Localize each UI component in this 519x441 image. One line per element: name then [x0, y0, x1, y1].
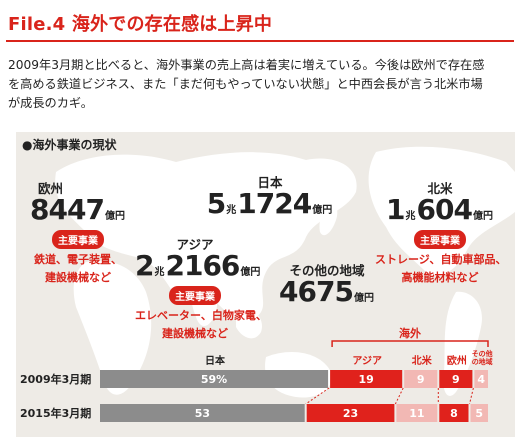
- business-line: エレベーター、白物家電、: [135, 309, 267, 322]
- series-label-0: 日本: [205, 354, 226, 367]
- region-europe: 欧州 8447億円 主要事業 鉄道、電子装置、 建設機械など: [24, 182, 132, 285]
- series-label-other: の地域: [472, 357, 493, 366]
- region-name: 欧州: [38, 181, 64, 196]
- region-japan: 日本 5兆1724億円: [205, 176, 335, 218]
- connector-line: [305, 387, 330, 405]
- business-line: 高機能材料など: [401, 271, 479, 284]
- region-value: 4675億円: [272, 278, 382, 306]
- bar-value-label: 19: [358, 373, 373, 386]
- region-north-america: 北米 1兆604億円 主要事業 ストレージ、自動車部品、 高機能材料など: [375, 181, 507, 285]
- main-business-badge: 主要事業: [414, 230, 466, 249]
- value-main: 604: [416, 193, 473, 226]
- region-value: 2兆2166億円: [135, 249, 260, 282]
- value-unit: 億円: [104, 211, 125, 222]
- value-prefix: 5: [206, 187, 227, 220]
- value-main: 8447: [30, 193, 105, 226]
- value-unit: 兆: [405, 211, 416, 222]
- intro-paragraph: 2009年3月期と比べると、海外事業の売上高は着実に増えている。今後は欧州で存在…: [8, 56, 514, 113]
- value-main: 4675: [279, 275, 354, 308]
- main-business-badge: 主要事業: [169, 286, 221, 305]
- business-line: 建設機械など: [162, 327, 228, 340]
- series-label-1: アジア: [352, 355, 382, 367]
- region-asia: アジア 2兆2166億円 主要事業 エレベーター、白物家電、 建設機械など: [135, 237, 267, 341]
- bar-segment: [306, 404, 395, 422]
- region-name: 日本: [257, 175, 283, 190]
- bar-value-label: 5: [475, 407, 483, 420]
- region-value: 8447億円: [24, 196, 132, 224]
- section-label: ●海外事業の現状: [22, 138, 117, 152]
- region-value: 1兆604億円: [375, 196, 505, 224]
- intro-line: 2009年3月期と比べると、海外事業の売上高は着実に増えている。今後は欧州で存在…: [8, 58, 485, 72]
- bar-segment: [396, 404, 438, 422]
- series-label-other: その他: [472, 349, 493, 358]
- bar-segment: [100, 370, 329, 388]
- bar-segment: [470, 404, 488, 422]
- category-label: 2015年3月期: [20, 406, 91, 420]
- value-unit: 兆: [226, 205, 237, 216]
- intro-line: を高める鉄道ビジネス、また「まだ何もやっていない状態」と中西会長が言う北米市場: [8, 77, 483, 91]
- region-name: アジア: [176, 237, 214, 252]
- title-divider: [6, 40, 514, 42]
- value-unit: 億円: [312, 205, 333, 216]
- bar-segment: [474, 370, 488, 388]
- bar-value-label: 53: [195, 407, 210, 420]
- header: File.4 海外での存在感は上昇中: [0, 0, 519, 46]
- intro-line: が成長のカギ。: [8, 96, 93, 110]
- main-business-badge: 主要事業: [52, 230, 104, 249]
- category-label: 2009年3月期: [20, 372, 91, 386]
- overseas-group-label: 海外: [399, 326, 421, 340]
- value-unit: 億円: [472, 211, 493, 222]
- bar-value-label: 9: [417, 373, 425, 386]
- series-label-2: 北米: [412, 354, 433, 367]
- bar-value-label: 9: [452, 373, 460, 386]
- value-unit: 兆: [154, 267, 165, 278]
- bar-value-label: 23: [343, 407, 358, 420]
- business-line: 建設機械など: [45, 271, 111, 284]
- value-prefix: 1: [386, 193, 406, 226]
- bar-value-label: 59%: [201, 373, 227, 386]
- bar-value-label: 8: [450, 407, 458, 420]
- page-title: File.4 海外での存在感は上昇中: [8, 14, 273, 35]
- bar-segment: [330, 370, 403, 388]
- value-main: 1724: [237, 187, 312, 220]
- region-other: その他の地域 4675億円: [272, 264, 382, 306]
- business-line: ストレージ、自動車部品、: [375, 253, 507, 266]
- value-main: 2166: [165, 249, 240, 282]
- region-name: 北米: [427, 181, 453, 196]
- overseas-bracket: [331, 340, 489, 347]
- region-name: その他の地域: [289, 263, 365, 278]
- bar-segment: [404, 370, 438, 388]
- connector-line: [394, 387, 404, 405]
- value-unit: 億円: [353, 293, 374, 304]
- bar-segment: [100, 404, 305, 422]
- bar-value-label: 11: [409, 407, 424, 420]
- value-prefix: 2: [135, 249, 155, 282]
- bar-value-label: 4: [477, 373, 485, 386]
- value-unit: 億円: [240, 267, 261, 278]
- series-label-3: 欧州: [447, 354, 467, 367]
- business-line: 鉄道、電子装置、: [34, 253, 122, 266]
- bar-segment: [439, 404, 469, 422]
- connector-line: [469, 387, 474, 405]
- bar-segment: [439, 370, 473, 388]
- region-value: 5兆1724億円: [205, 190, 335, 218]
